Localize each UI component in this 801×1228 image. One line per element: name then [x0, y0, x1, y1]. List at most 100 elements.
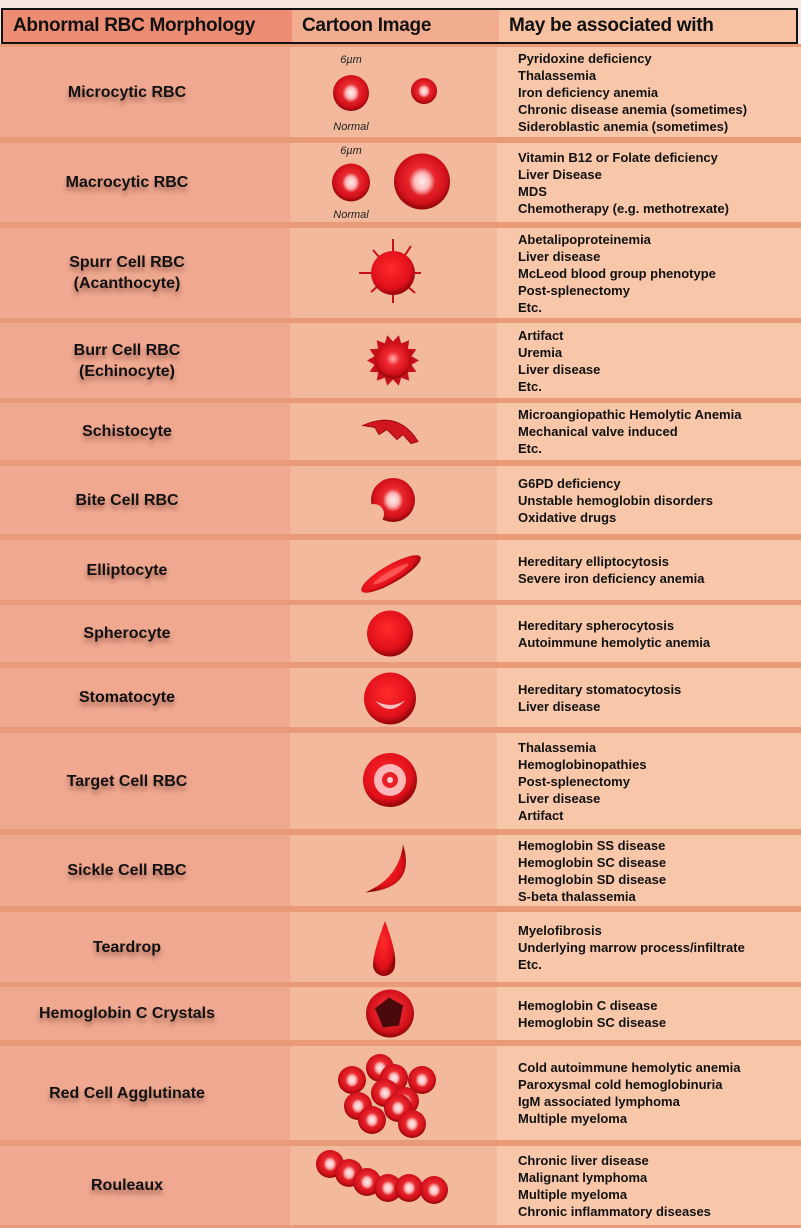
association-item: Post-splenectomy [518, 773, 630, 789]
spurr-cell-icon [359, 239, 421, 303]
morphology-name: Spurr Cell RBC [69, 254, 185, 271]
table-row: Target Cell RBC Thalassemia Hemoglobinopa… [0, 733, 801, 829]
association-item: Thalassemia [518, 67, 597, 83]
morphology-name-cell: Spurr Cell RBC (Acanthocyte) [0, 228, 290, 318]
cartoon-cell [290, 323, 497, 398]
association-item: Liver Disease [518, 166, 602, 182]
table-row: Spherocyte Hereditary spherocytosis Autoi… [0, 605, 801, 662]
morphology-name-cell: Schistocyte [0, 403, 290, 460]
association-item: Iron deficiency anemia [518, 84, 659, 100]
associations-cell: Pyridoxine deficiency Thalassemia Iron def… [497, 47, 801, 137]
associations-cell: Myelofibrosis Underlying marrow process/i… [497, 912, 801, 982]
associations-cell: Hemoglobin C disease Hemoglobin SC diseas… [497, 987, 801, 1040]
morphology-name-cell: Macrocytic RBC [0, 143, 290, 222]
morphology-name: Schistocyte [82, 423, 172, 440]
association-item: Malignant lymphoma [518, 1169, 648, 1185]
agglutinate-icon [338, 1054, 436, 1138]
associations-cell: Hereditary elliptocytosis Severe iron def… [497, 540, 801, 600]
association-item: Chronic disease anemia (sometimes) [518, 101, 748, 117]
association-item: Uremia [518, 344, 563, 360]
association-item: Chronic liver disease [518, 1152, 649, 1168]
teardrop-icon [373, 921, 396, 976]
association-item: Hemoglobin SS disease [518, 837, 666, 853]
morphology-name-cell: Microcytic RBC [0, 47, 290, 137]
morphology-name: Spherocyte [83, 625, 171, 642]
size-label: 6µm [340, 54, 362, 66]
spherocyte-icon [367, 610, 413, 657]
cartoon-cell [290, 835, 497, 906]
table-row: Burr Cell RBC (Echinocyte) Artifact Uremia… [0, 323, 801, 398]
association-item: Hemoglobinopathies [518, 756, 647, 772]
header-morphology: Abnormal RBC Morphology [3, 10, 292, 42]
association-item: Abetalipoproteinemia [518, 231, 651, 247]
morphology-name-cell: Teardrop [0, 912, 290, 982]
associations-cell: Microangiopathic Hemolytic Anemia Mechani… [497, 403, 801, 460]
association-item: G6PD deficiency [518, 475, 621, 491]
sickle-cell-icon [365, 844, 406, 893]
table-row: Macrocytic RBC 6µm Normal Vitamin B12 or F… [0, 143, 801, 222]
table-row: Rouleaux Chronic liver disease Malignant … [0, 1146, 801, 1225]
morphology-name: Macrocytic RBC [65, 174, 189, 191]
associations-cell: G6PD deficiency Unstable hemoglobin disor… [497, 466, 801, 534]
association-item: Mechanical valve induced [518, 424, 678, 439]
table-row: Spurr Cell RBC (Acanthocyte) Abetalipopro… [0, 228, 801, 318]
cartoon-cell [290, 540, 497, 600]
association-item: Hemoglobin SC disease [518, 854, 667, 870]
association-item: Vitamin B12 or Folate deficiency [518, 149, 718, 165]
cartoon-cell [290, 228, 497, 318]
association-item: Myelofibrosis [518, 922, 602, 938]
morphology-table: Microcytic RBC 6µm Normal Pyridoxine defic… [0, 44, 801, 1228]
association-item: Post-splenectomy [518, 282, 630, 298]
association-item: Etc. [518, 956, 542, 972]
morphology-name: Elliptocyte [86, 561, 168, 579]
microcytic-icon: 6µm Normal [333, 54, 437, 133]
associations-cell: Hereditary stomatocytosis Liver disease [497, 668, 801, 727]
table-row: Microcytic RBC 6µm Normal Pyridoxine defic… [0, 47, 801, 137]
cartoon-cell [290, 403, 497, 460]
association-item: Liver disease [518, 248, 601, 264]
associations-cell: Cold autoimmune hemolytic anemia Paroxysm… [497, 1046, 801, 1140]
schistocyte-icon [361, 419, 419, 445]
cartoon-cell [290, 1146, 497, 1225]
morphology-name-cell: Sickle Cell RBC [0, 835, 290, 906]
macrocytic-icon: 6µm Normal [332, 145, 450, 221]
association-item: Etc. [518, 299, 542, 315]
header-associated: May be associated with [499, 10, 796, 42]
association-item: Chemotherapy (e.g. methotrexate) [518, 200, 729, 216]
association-item: Hereditary spherocytosis [518, 617, 675, 633]
association-item: Multiple myeloma [518, 1186, 628, 1202]
stomatocyte-icon [364, 672, 416, 725]
association-item: Paroxysmal cold hemoglobinuria [518, 1077, 723, 1092]
association-item: McLeod blood group phenotype [518, 265, 716, 281]
normal-label: Normal [333, 209, 369, 221]
table-row: Teardrop Myelofibrosis Underlying marrow … [0, 912, 801, 982]
associations-cell: Vitamin B12 or Folate deficiency Liver Di… [497, 143, 801, 222]
association-item: S-beta thalassemia [518, 888, 636, 904]
association-item: Hereditary stomatocytosis [518, 681, 682, 697]
table-row: Schistocyte Microangiopathic Hemolytic A… [0, 403, 801, 460]
table-row: Hemoglobin C Crystals Hemoglobin C disea… [0, 987, 801, 1040]
morphology-name: Bite Cell RBC [75, 491, 179, 509]
table-row: Elliptocyte Hereditary elliptocytosis Sev… [0, 540, 801, 600]
association-item: Pyridoxine deficiency [518, 50, 652, 66]
association-item: Hemoglobin C disease [518, 997, 658, 1013]
association-item: Cold autoimmune hemolytic anemia [518, 1060, 741, 1075]
association-item: Artifact [518, 807, 564, 823]
table-row: Sickle Cell RBC Hemoglobin SS disease Hem… [0, 835, 801, 906]
cartoon-cell [290, 987, 497, 1040]
morphology-name-cell: Bite Cell RBC [0, 466, 290, 534]
cartoon-cell [290, 733, 497, 829]
morphology-name-cell: Rouleaux [0, 1146, 290, 1225]
cartoon-cell [290, 466, 497, 534]
morphology-name: (Acanthocyte) [73, 275, 181, 292]
association-item: IgM associated lymphoma [518, 1094, 680, 1109]
associations-cell: Chronic liver disease Malignant lymphoma M… [497, 1146, 801, 1225]
table-row: Red Cell Agglutinate Cold autoimmune hem… [0, 1046, 801, 1140]
cartoon-cell: 6µm Normal [290, 143, 497, 222]
table-row: Stomatocyte Hereditary stomatocytosis Liv… [0, 668, 801, 727]
cartoon-cell [290, 912, 497, 982]
association-item: Liver disease [518, 698, 601, 714]
cartoon-cell [290, 605, 497, 662]
morphology-name: Rouleaux [90, 1177, 163, 1194]
cartoon-cell: 6µm Normal [290, 47, 497, 137]
